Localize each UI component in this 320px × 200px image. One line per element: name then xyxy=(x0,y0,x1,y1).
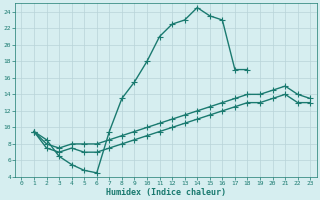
X-axis label: Humidex (Indice chaleur): Humidex (Indice chaleur) xyxy=(106,188,226,197)
